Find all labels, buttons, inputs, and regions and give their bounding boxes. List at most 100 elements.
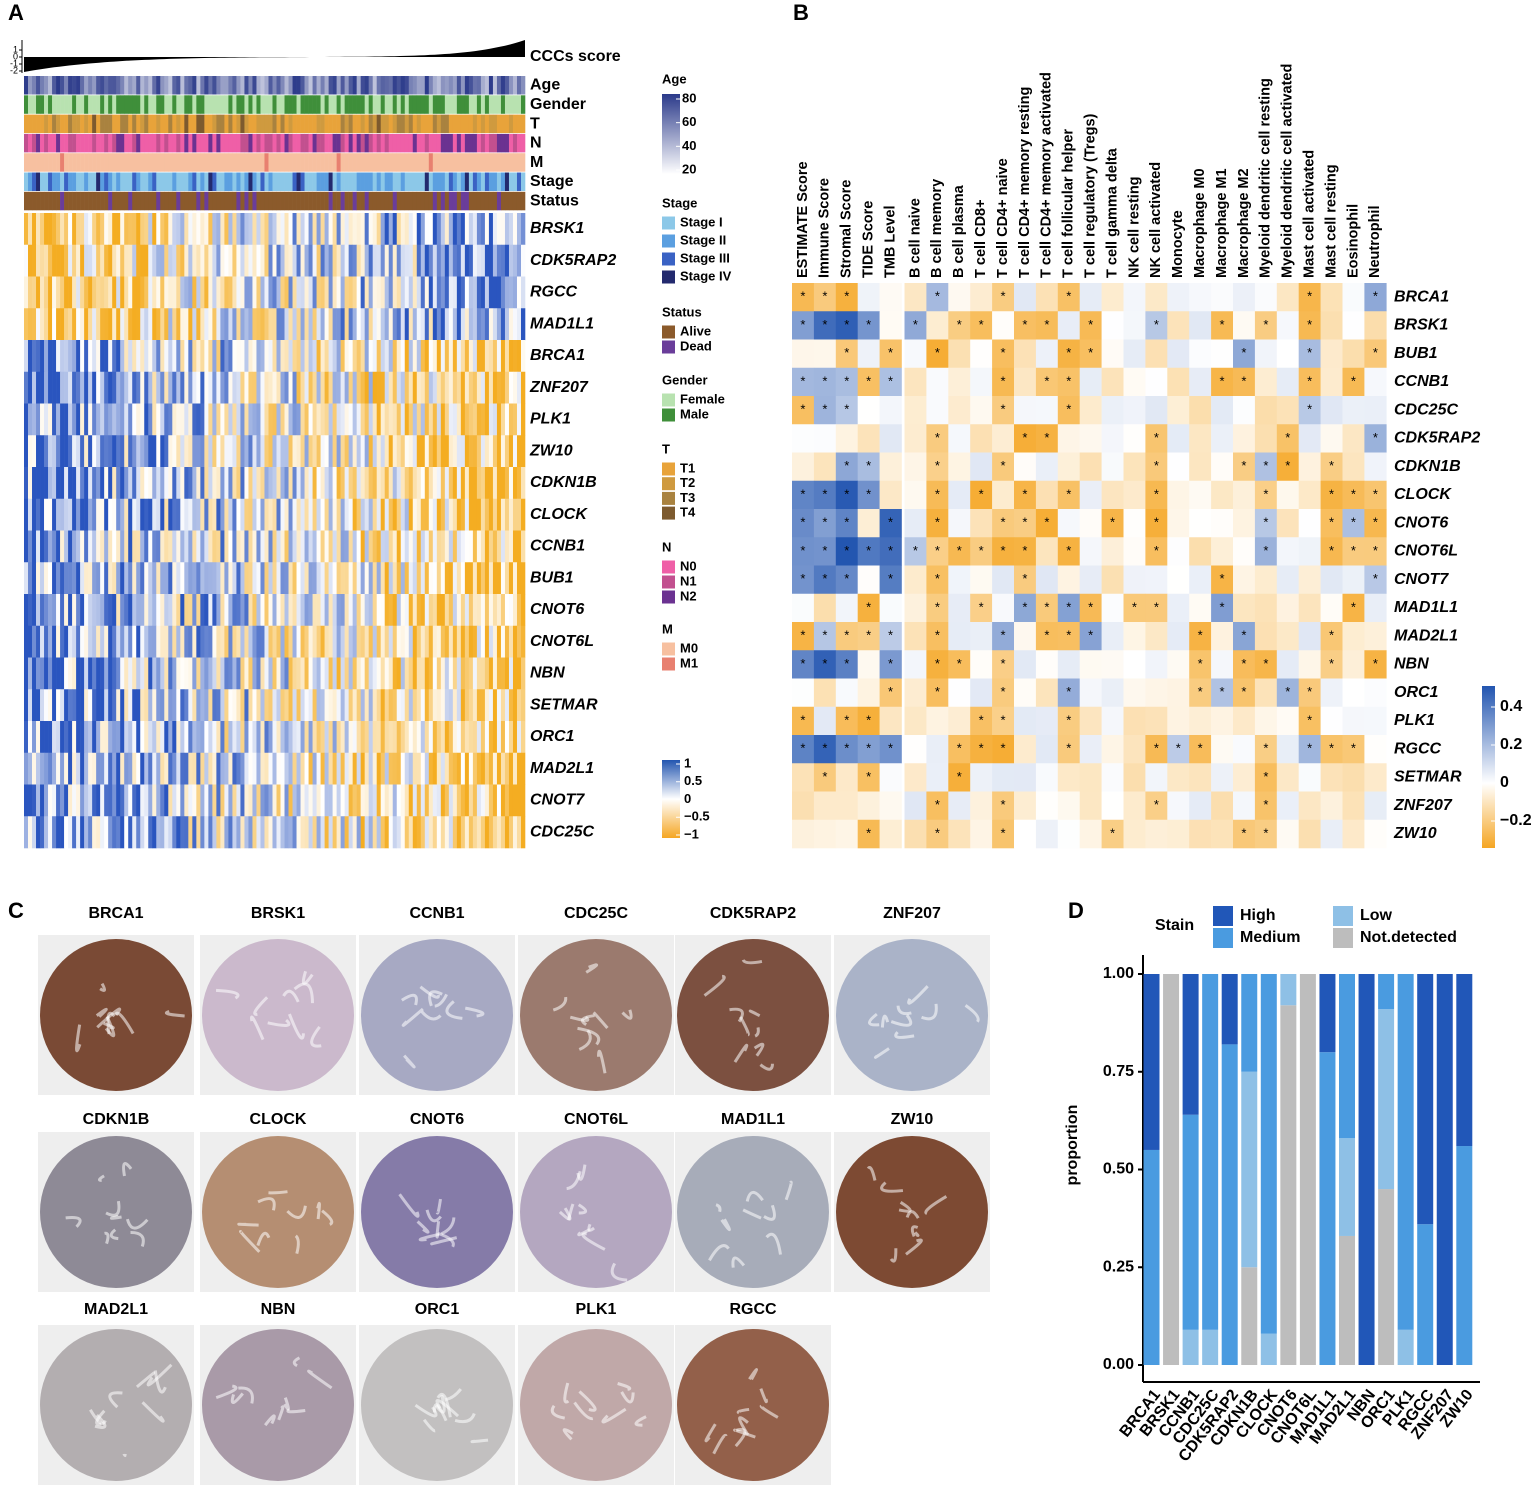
heatmap-cell <box>56 244 61 277</box>
heatmap-cell <box>440 467 446 500</box>
annotation-cell <box>76 133 81 153</box>
gene-label: CCNB1 <box>530 538 585 555</box>
heatmap-cell <box>204 276 209 309</box>
correlation-cell <box>879 339 902 369</box>
annotation-cell <box>308 76 313 95</box>
significance-star: * <box>844 289 849 304</box>
annotation-cell <box>308 172 313 191</box>
heatmap-cell <box>268 752 273 785</box>
annotation-label: Gender <box>530 96 586 113</box>
correlation-cell <box>970 819 993 849</box>
heatmap-cell <box>348 276 353 309</box>
tissue-texture <box>558 1207 572 1221</box>
heatmap-cell <box>200 276 205 309</box>
correlation-cell <box>1123 706 1146 736</box>
annotation-cell <box>388 153 394 172</box>
heatmap-cell <box>448 498 454 531</box>
heatmap-cell <box>376 594 382 627</box>
annotation-cell <box>40 95 45 114</box>
annotation-cell <box>44 153 49 172</box>
heatmap-cell <box>172 784 177 817</box>
heatmap-cell <box>148 276 153 309</box>
correlation-cell <box>857 735 880 764</box>
heatmap-cell <box>300 403 305 436</box>
heatmap-cell <box>164 403 169 436</box>
annotation-cell <box>472 95 478 114</box>
heatmap-cell <box>480 213 486 246</box>
heatmap-cell <box>280 435 285 468</box>
heatmap-cell <box>88 657 93 690</box>
significance-star: * <box>822 741 827 756</box>
heatmap-cell <box>232 625 237 658</box>
correlation-cell <box>1211 311 1234 340</box>
heatmap-cell <box>412 403 418 436</box>
heatmap-cell <box>324 594 329 627</box>
significance-star: * <box>979 317 984 332</box>
heatmap-cell <box>80 594 85 627</box>
heatmap-cell <box>364 213 369 246</box>
annotation-cell <box>256 172 261 191</box>
heatmap-cell <box>56 721 61 754</box>
correlation-cell <box>1101 537 1124 566</box>
heatmap-cell <box>276 371 281 404</box>
heatmap-cell <box>404 371 410 404</box>
heatmap-cell <box>292 213 297 246</box>
heatmap-cell <box>488 276 494 309</box>
correlation-cell <box>1298 706 1321 736</box>
heatmap-cell <box>444 213 450 246</box>
tissue-texture <box>741 959 763 965</box>
heatmap-cell <box>392 594 398 627</box>
heatmap-cell <box>176 371 181 404</box>
heatmap-cell <box>364 498 369 531</box>
heatmap-cell <box>480 403 486 436</box>
heatmap-cell <box>100 308 105 341</box>
tissue-texture <box>445 1000 463 1020</box>
heatmap-cell <box>48 689 53 722</box>
heatmap-cell <box>152 816 157 849</box>
heatmap-cell <box>52 625 57 658</box>
annotation-cell <box>408 95 414 114</box>
heatmap-cell <box>508 467 514 500</box>
significance-star: * <box>1373 571 1378 586</box>
annotation-cell <box>36 191 41 211</box>
heatmap-cell <box>40 530 45 563</box>
correlation-cell <box>1079 424 1102 453</box>
annotation-cell <box>156 114 161 134</box>
heatmap-cell <box>60 562 65 595</box>
correlation-cell <box>1035 791 1059 821</box>
heatmap-cell <box>116 657 121 690</box>
bar-segment <box>1241 1071 1258 1268</box>
gene-label: ZNF207 <box>529 379 589 396</box>
heatmap-cell <box>384 403 390 436</box>
heatmap-cell <box>132 721 137 754</box>
heatmap-cell <box>288 308 293 341</box>
heatmap-cell <box>272 467 277 500</box>
heatmap-cell <box>448 340 454 373</box>
correlation-cell <box>1123 509 1146 538</box>
heatmap-cell <box>36 467 41 500</box>
heatmap-cell <box>304 371 309 404</box>
annotation-cell <box>384 172 390 191</box>
annotation-cell <box>48 95 53 114</box>
heatmap-cell <box>464 530 470 563</box>
heatmap-cell <box>356 657 361 690</box>
annotation-cell <box>88 191 93 211</box>
correlation-cell <box>970 537 993 566</box>
significance-star: * <box>957 656 962 671</box>
heatmap-cell <box>400 308 406 341</box>
heatmap-cell <box>484 403 490 436</box>
annotation-cell <box>108 95 113 114</box>
heatmap-cell <box>128 689 133 722</box>
annotation-cell <box>384 76 390 95</box>
correlation-cell <box>992 396 1015 425</box>
correlation-cell <box>948 367 971 397</box>
heatmap-cell <box>172 752 177 785</box>
correlation-cell <box>1342 311 1365 340</box>
heatmap-cell <box>464 213 470 246</box>
heatmap-cell <box>88 816 93 849</box>
significance-star: * <box>979 486 984 501</box>
heatmap-cell <box>48 498 53 531</box>
annotation-cell <box>416 191 422 211</box>
heatmap-cell <box>108 721 113 754</box>
heatmap-cell <box>260 784 265 817</box>
